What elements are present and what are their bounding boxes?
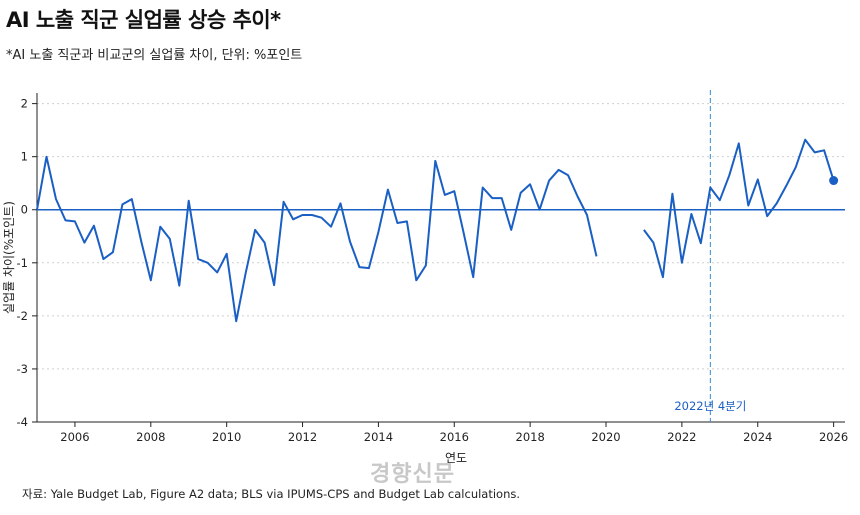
y-tick-label: 0 [21, 203, 28, 217]
x-tick-label: 2012 [288, 430, 317, 444]
y-tick-label: 2 [21, 97, 28, 111]
x-tick-label: 2018 [516, 430, 545, 444]
y-tick-label: -2 [17, 309, 28, 323]
x-tick-label: 2008 [136, 430, 165, 444]
y-tick-label: -1 [17, 256, 28, 270]
annotation-label: 2022년 4분기 [674, 399, 746, 413]
x-tick-label: 2016 [440, 430, 469, 444]
chart-subtitle: *AI 노출 직군과 비교군의 실업률 차이, 단위: %포인트 [6, 48, 303, 63]
x-tick-label: 2020 [591, 430, 620, 444]
series-line-segment [36, 155, 598, 323]
x-tick-label: 2024 [743, 430, 772, 444]
x-tick-label: 2006 [60, 430, 89, 444]
last-point-marker [829, 176, 839, 186]
source-note: 자료: Yale Budget Lab, Figure A2 data; BLS… [22, 487, 521, 501]
x-tick-label: 2014 [364, 430, 393, 444]
y-tick-label: -4 [17, 415, 28, 429]
series-line-segment [643, 138, 835, 279]
x-tick-label: 2026 [819, 430, 848, 444]
chart-title: AI 노출 직군 실업률 상승 추이* [6, 8, 281, 32]
y-tick-label: 1 [21, 150, 28, 164]
watermark-text: 경향신문 [370, 462, 455, 487]
y-axis-label: 실업률 차이(%포인트) [2, 201, 16, 314]
y-tick-label: -3 [17, 362, 28, 376]
x-tick-label: 2010 [212, 430, 241, 444]
x-axis-label: 연도 [445, 451, 467, 465]
x-tick-label: 2022 [667, 430, 696, 444]
